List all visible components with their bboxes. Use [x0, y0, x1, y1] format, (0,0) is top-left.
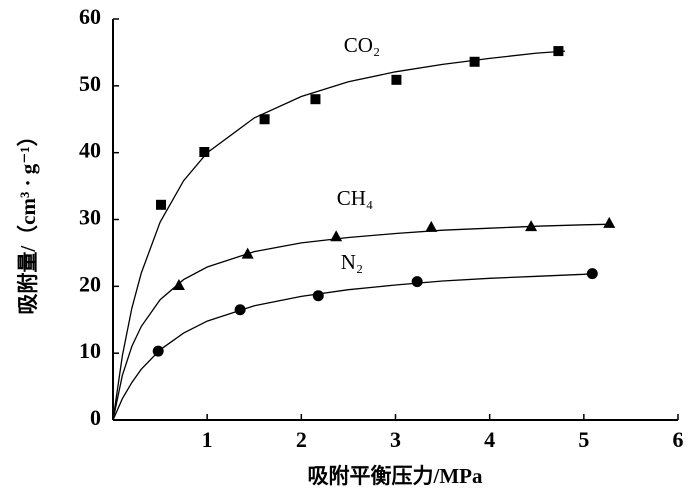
y-tick-label: 10 — [79, 338, 101, 363]
data-point — [312, 290, 324, 302]
data-point — [152, 345, 164, 357]
data-point — [425, 220, 438, 232]
data-point — [586, 268, 598, 280]
data-point — [391, 74, 402, 85]
data-point — [156, 199, 167, 210]
data-point — [603, 216, 616, 228]
y-tick-label: 20 — [79, 271, 101, 296]
series-label: N₂ — [341, 250, 364, 274]
x-tick-label: 5 — [578, 427, 589, 452]
data-point — [310, 94, 321, 105]
y-tick-label: 50 — [79, 71, 101, 96]
series-label: CO₂ — [344, 33, 381, 57]
x-tick-label: 4 — [484, 427, 495, 452]
data-point — [330, 230, 343, 242]
data-point — [199, 146, 210, 157]
y-tick-label: 40 — [79, 138, 101, 163]
y-tick-label: 30 — [79, 205, 101, 230]
data-point — [234, 304, 246, 316]
data-point — [553, 46, 564, 57]
series-label: CH₄ — [337, 186, 374, 210]
x-tick-label: 2 — [296, 427, 307, 452]
y-tick-label: 60 — [79, 4, 101, 29]
x-tick-label: 3 — [390, 427, 401, 452]
x-tick-label: 6 — [673, 427, 684, 452]
fit-line — [112, 272, 594, 421]
data-point — [411, 276, 423, 288]
y-tick-label: 0 — [90, 405, 101, 430]
y-axis-title: 吸附量/（cm³ · g⁻¹） — [16, 125, 40, 314]
x-axis-title: 吸附平衡压力/MPa — [308, 464, 483, 488]
data-point — [172, 278, 185, 290]
data-point — [259, 114, 270, 125]
data-point — [469, 56, 480, 67]
x-tick-label: 1 — [202, 427, 213, 452]
fit-line — [112, 223, 613, 421]
data-point — [525, 220, 538, 232]
data-point — [241, 247, 254, 259]
